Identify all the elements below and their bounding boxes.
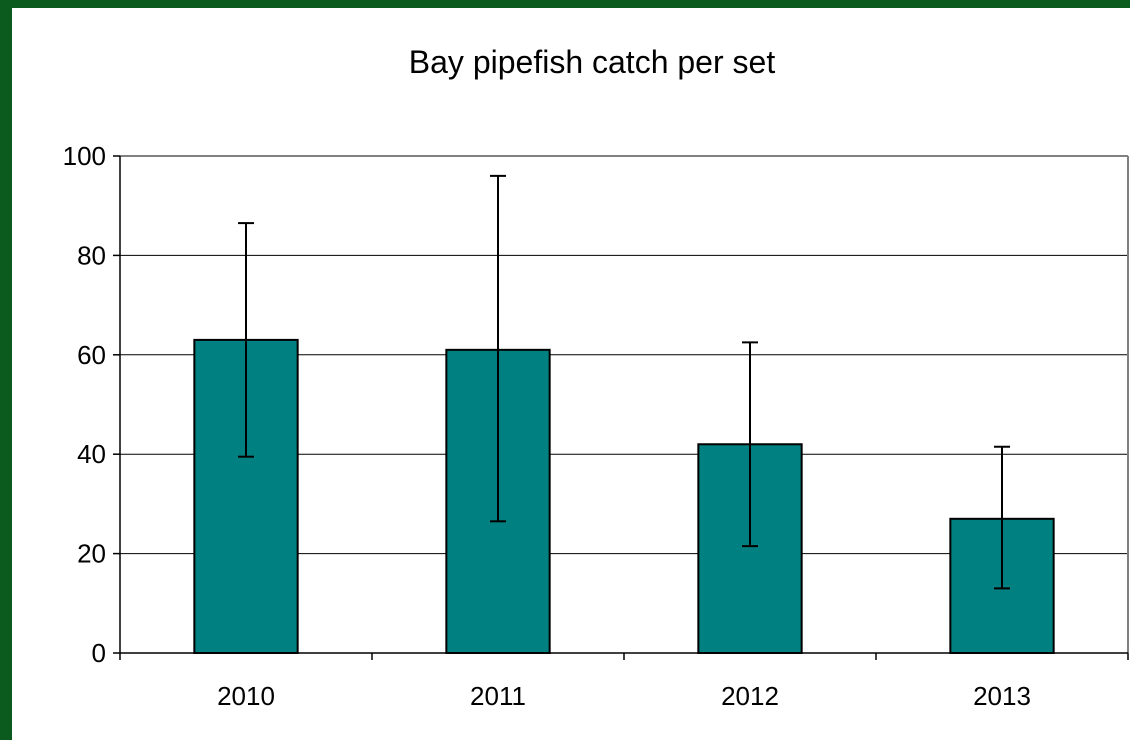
chart-title: Bay pipefish catch per set (408, 44, 776, 80)
x-tick-label-2013: 2013 (973, 681, 1031, 711)
x-tick-label-2011: 2011 (470, 681, 526, 711)
y-tick-label: 100 (63, 141, 106, 171)
y-tick-label: 0 (92, 638, 106, 668)
y-tick-label: 40 (77, 439, 106, 469)
y-tick-label: 60 (77, 340, 106, 370)
x-tick-label-2012: 2012 (721, 681, 779, 711)
x-tick-label-2010: 2010 (217, 681, 275, 711)
y-tick-label: 80 (77, 240, 106, 270)
y-tick-label: 20 (77, 539, 106, 569)
